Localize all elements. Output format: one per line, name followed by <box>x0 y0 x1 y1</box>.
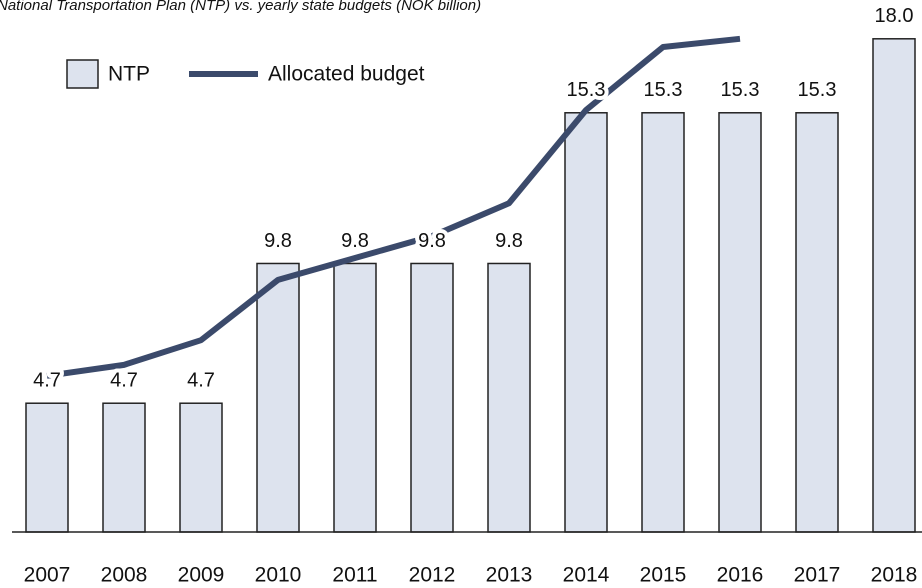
bar <box>102 402 146 533</box>
legend-label: NTP <box>108 63 150 86</box>
x-tick-label: 2007 <box>24 564 71 587</box>
x-tick-label: 2012 <box>409 564 456 587</box>
bar <box>795 112 839 533</box>
bar <box>872 38 916 533</box>
bar <box>718 112 762 533</box>
x-tick-label: 2009 <box>178 564 225 587</box>
data-label: 15.3 <box>644 79 683 101</box>
x-tick-label: 2008 <box>101 564 148 587</box>
bar <box>179 402 223 533</box>
data-label: 15.3 <box>798 79 837 101</box>
data-label: 9.8 <box>341 230 369 252</box>
bar <box>333 262 377 533</box>
bar <box>256 262 300 533</box>
bar <box>25 402 69 533</box>
data-label: 15.3 <box>721 79 760 101</box>
line <box>46 35 741 379</box>
data-label: 9.8 <box>495 230 523 252</box>
x-tick-label: 2015 <box>640 564 687 587</box>
x-tick-label: 2017 <box>794 564 841 587</box>
data-label: 18.0 <box>875 5 914 27</box>
chart-title: National Transportation Plan (NTP) vs. y… <box>0 0 481 14</box>
data-label: 4.7 <box>110 370 138 392</box>
data-label: 4.7 <box>187 370 215 392</box>
legend-swatch <box>66 59 99 89</box>
data-label: 15.3 <box>567 79 606 101</box>
legend: NTP Allocated budget <box>66 59 425 89</box>
legend-label: Allocated budget <box>268 63 425 86</box>
data-label: 9.8 <box>264 230 292 252</box>
bar <box>410 262 454 533</box>
data-label: 9.8 <box>418 230 446 252</box>
x-tick-label: 2013 <box>486 564 533 587</box>
bar <box>564 112 608 533</box>
x-tick-label: 2010 <box>255 564 302 587</box>
x-tick-label: 2011 <box>332 564 377 587</box>
x-tick-label: 2016 <box>717 564 764 587</box>
bar <box>487 262 531 533</box>
bar <box>641 112 685 533</box>
data-label: 4.7 <box>33 370 61 392</box>
x-tick-label: 2014 <box>563 564 610 587</box>
x-tick-label: 2018 <box>871 564 918 587</box>
